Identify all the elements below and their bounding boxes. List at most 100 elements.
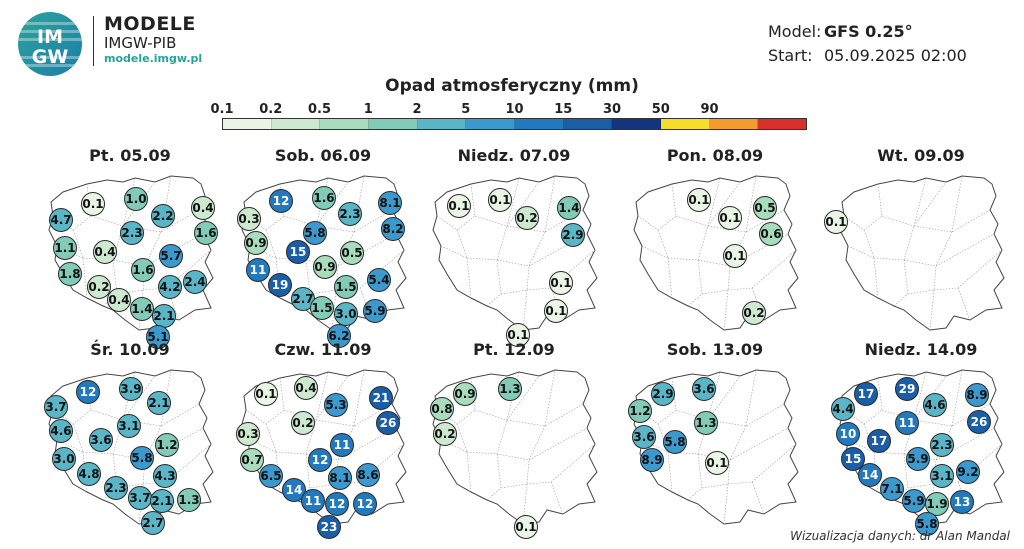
forecast-panel: Pt. 12.09 0.9 1.3 0.8 0.2 0.1 xyxy=(419,340,609,540)
province-border xyxy=(913,209,991,233)
province-border xyxy=(729,427,789,461)
panel-date-title: Czw. 11.09 xyxy=(274,340,372,359)
precip-value-marker: 0.1 xyxy=(705,451,729,475)
province-border xyxy=(56,423,84,453)
legend-tick-label: 0.5 xyxy=(307,102,332,117)
legend-tick-label: 90 xyxy=(700,102,719,117)
province-border xyxy=(166,481,180,515)
province-border xyxy=(275,451,281,493)
precip-value-marker: 5.8 xyxy=(663,430,687,454)
precip-value-marker: 2.3 xyxy=(338,202,362,226)
precip-value-marker: 1.6 xyxy=(194,221,218,245)
province-border xyxy=(550,481,564,515)
province-border xyxy=(496,425,546,461)
precip-value-marker: 4.6 xyxy=(49,419,73,443)
precip-value-marker: 11 xyxy=(301,489,325,513)
precip-value-marker: 4.2 xyxy=(158,275,182,299)
precip-value-marker: 5.9 xyxy=(906,447,930,471)
legend-tick-label: 15 xyxy=(554,102,573,117)
province-border xyxy=(723,289,729,331)
precip-value-marker: 0.1 xyxy=(723,244,747,268)
precip-value-marker: 1.0 xyxy=(124,187,148,211)
province-border xyxy=(843,377,883,425)
province-border xyxy=(637,183,677,231)
province-border xyxy=(913,403,991,427)
precip-value-marker: 0.2 xyxy=(742,301,766,325)
province-border xyxy=(951,369,963,427)
province-border xyxy=(843,183,883,231)
credit-text: Wizualizacja danych: dr Alan Mandal xyxy=(790,529,1010,543)
precip-value-marker: 2.2 xyxy=(151,204,175,228)
poland-map xyxy=(839,175,1005,331)
brand-url[interactable]: modele.imgw.pl xyxy=(104,52,203,65)
province-border xyxy=(751,481,765,515)
precip-value-marker: 23 xyxy=(317,515,341,539)
legend-tick-label: 5 xyxy=(461,102,471,117)
province-border xyxy=(707,181,741,227)
province-border xyxy=(544,369,556,427)
precip-value-marker: 2.1 xyxy=(150,489,174,513)
precip-value-marker: 4.3 xyxy=(153,464,177,488)
legend-swatch xyxy=(369,119,418,129)
imgw-logo: IM GW xyxy=(18,12,82,76)
precip-value-marker: 3.6 xyxy=(89,428,113,452)
province-border xyxy=(82,257,88,299)
precip-value-marker: 4.7 xyxy=(49,208,73,232)
legend-swatch xyxy=(223,119,272,129)
forecast-panel: Czw. 11.09 0.1 0.4 21 5.3 26 0.2 0.3 11 0.7 12 6.5 8… xyxy=(228,340,418,540)
province-border xyxy=(500,459,530,489)
precip-value-marker: 3.9 xyxy=(119,377,143,401)
precip-value-marker: 5.8 xyxy=(130,446,154,470)
poland-map xyxy=(633,369,799,525)
logo-divider xyxy=(93,16,94,66)
precip-value-marker: 6.2 xyxy=(327,324,351,348)
precip-value-marker: 2.1 xyxy=(152,304,176,328)
precip-value-marker: 3.0 xyxy=(334,302,358,326)
precip-value-marker: 0.2 xyxy=(433,422,457,446)
start-value: 05.09.2025 02:00 xyxy=(824,46,967,65)
precip-value-marker: 0.1 xyxy=(514,515,538,539)
precip-value-marker: 0.1 xyxy=(549,271,573,295)
province-border xyxy=(506,181,540,227)
precip-value-marker: 9.2 xyxy=(956,460,980,484)
panel-date-title: Niedz. 14.09 xyxy=(864,340,978,359)
precip-value-marker: 1.5 xyxy=(334,275,358,299)
precip-value-marker: 5.4 xyxy=(367,268,391,292)
precip-value-marker: 17 xyxy=(867,429,891,453)
province-border xyxy=(496,231,546,267)
precip-value-marker: 1.3 xyxy=(498,377,522,401)
legend-swatch xyxy=(563,119,613,129)
panel-date-title: Pt. 05.09 xyxy=(89,146,171,165)
province-border xyxy=(873,257,879,299)
province-border xyxy=(745,175,757,233)
legend-color-bar xyxy=(222,118,807,130)
precip-value-marker: 2.3 xyxy=(120,221,144,245)
province-border xyxy=(707,403,785,427)
precip-value-marker: 2.7 xyxy=(141,511,165,535)
province-border xyxy=(249,423,277,453)
province-border xyxy=(245,377,285,425)
precip-value-marker: 0.5 xyxy=(753,196,777,220)
precip-value-marker: 7.1 xyxy=(880,477,904,501)
legend-swatch xyxy=(515,119,564,129)
legend-tick-label: 1 xyxy=(363,102,373,117)
precip-value-marker: 0.4 xyxy=(294,376,318,400)
province-border xyxy=(440,229,468,259)
forecast-panel: Wt. 09.09 0.1 xyxy=(824,146,1016,346)
precip-value-marker: 5.9 xyxy=(363,299,387,323)
precip-value-marker: 14 xyxy=(858,463,882,487)
legend-tick-label: 50 xyxy=(651,102,670,117)
precip-value-marker: 0.1 xyxy=(687,188,711,212)
precip-value-marker: 1.6 xyxy=(312,186,336,210)
province-border xyxy=(697,425,747,461)
precip-value-marker: 2.4 xyxy=(183,270,207,294)
precip-value-marker: 26 xyxy=(376,411,400,435)
province-border xyxy=(907,265,937,295)
precip-value-marker: 10 xyxy=(836,422,860,446)
province-border xyxy=(707,209,785,233)
province-border xyxy=(957,287,971,321)
precip-value-marker: 3.7 xyxy=(128,486,152,510)
precip-value-marker: 1.4 xyxy=(130,297,154,321)
province-border xyxy=(667,257,673,299)
precip-value-marker: 1.3 xyxy=(694,411,718,435)
